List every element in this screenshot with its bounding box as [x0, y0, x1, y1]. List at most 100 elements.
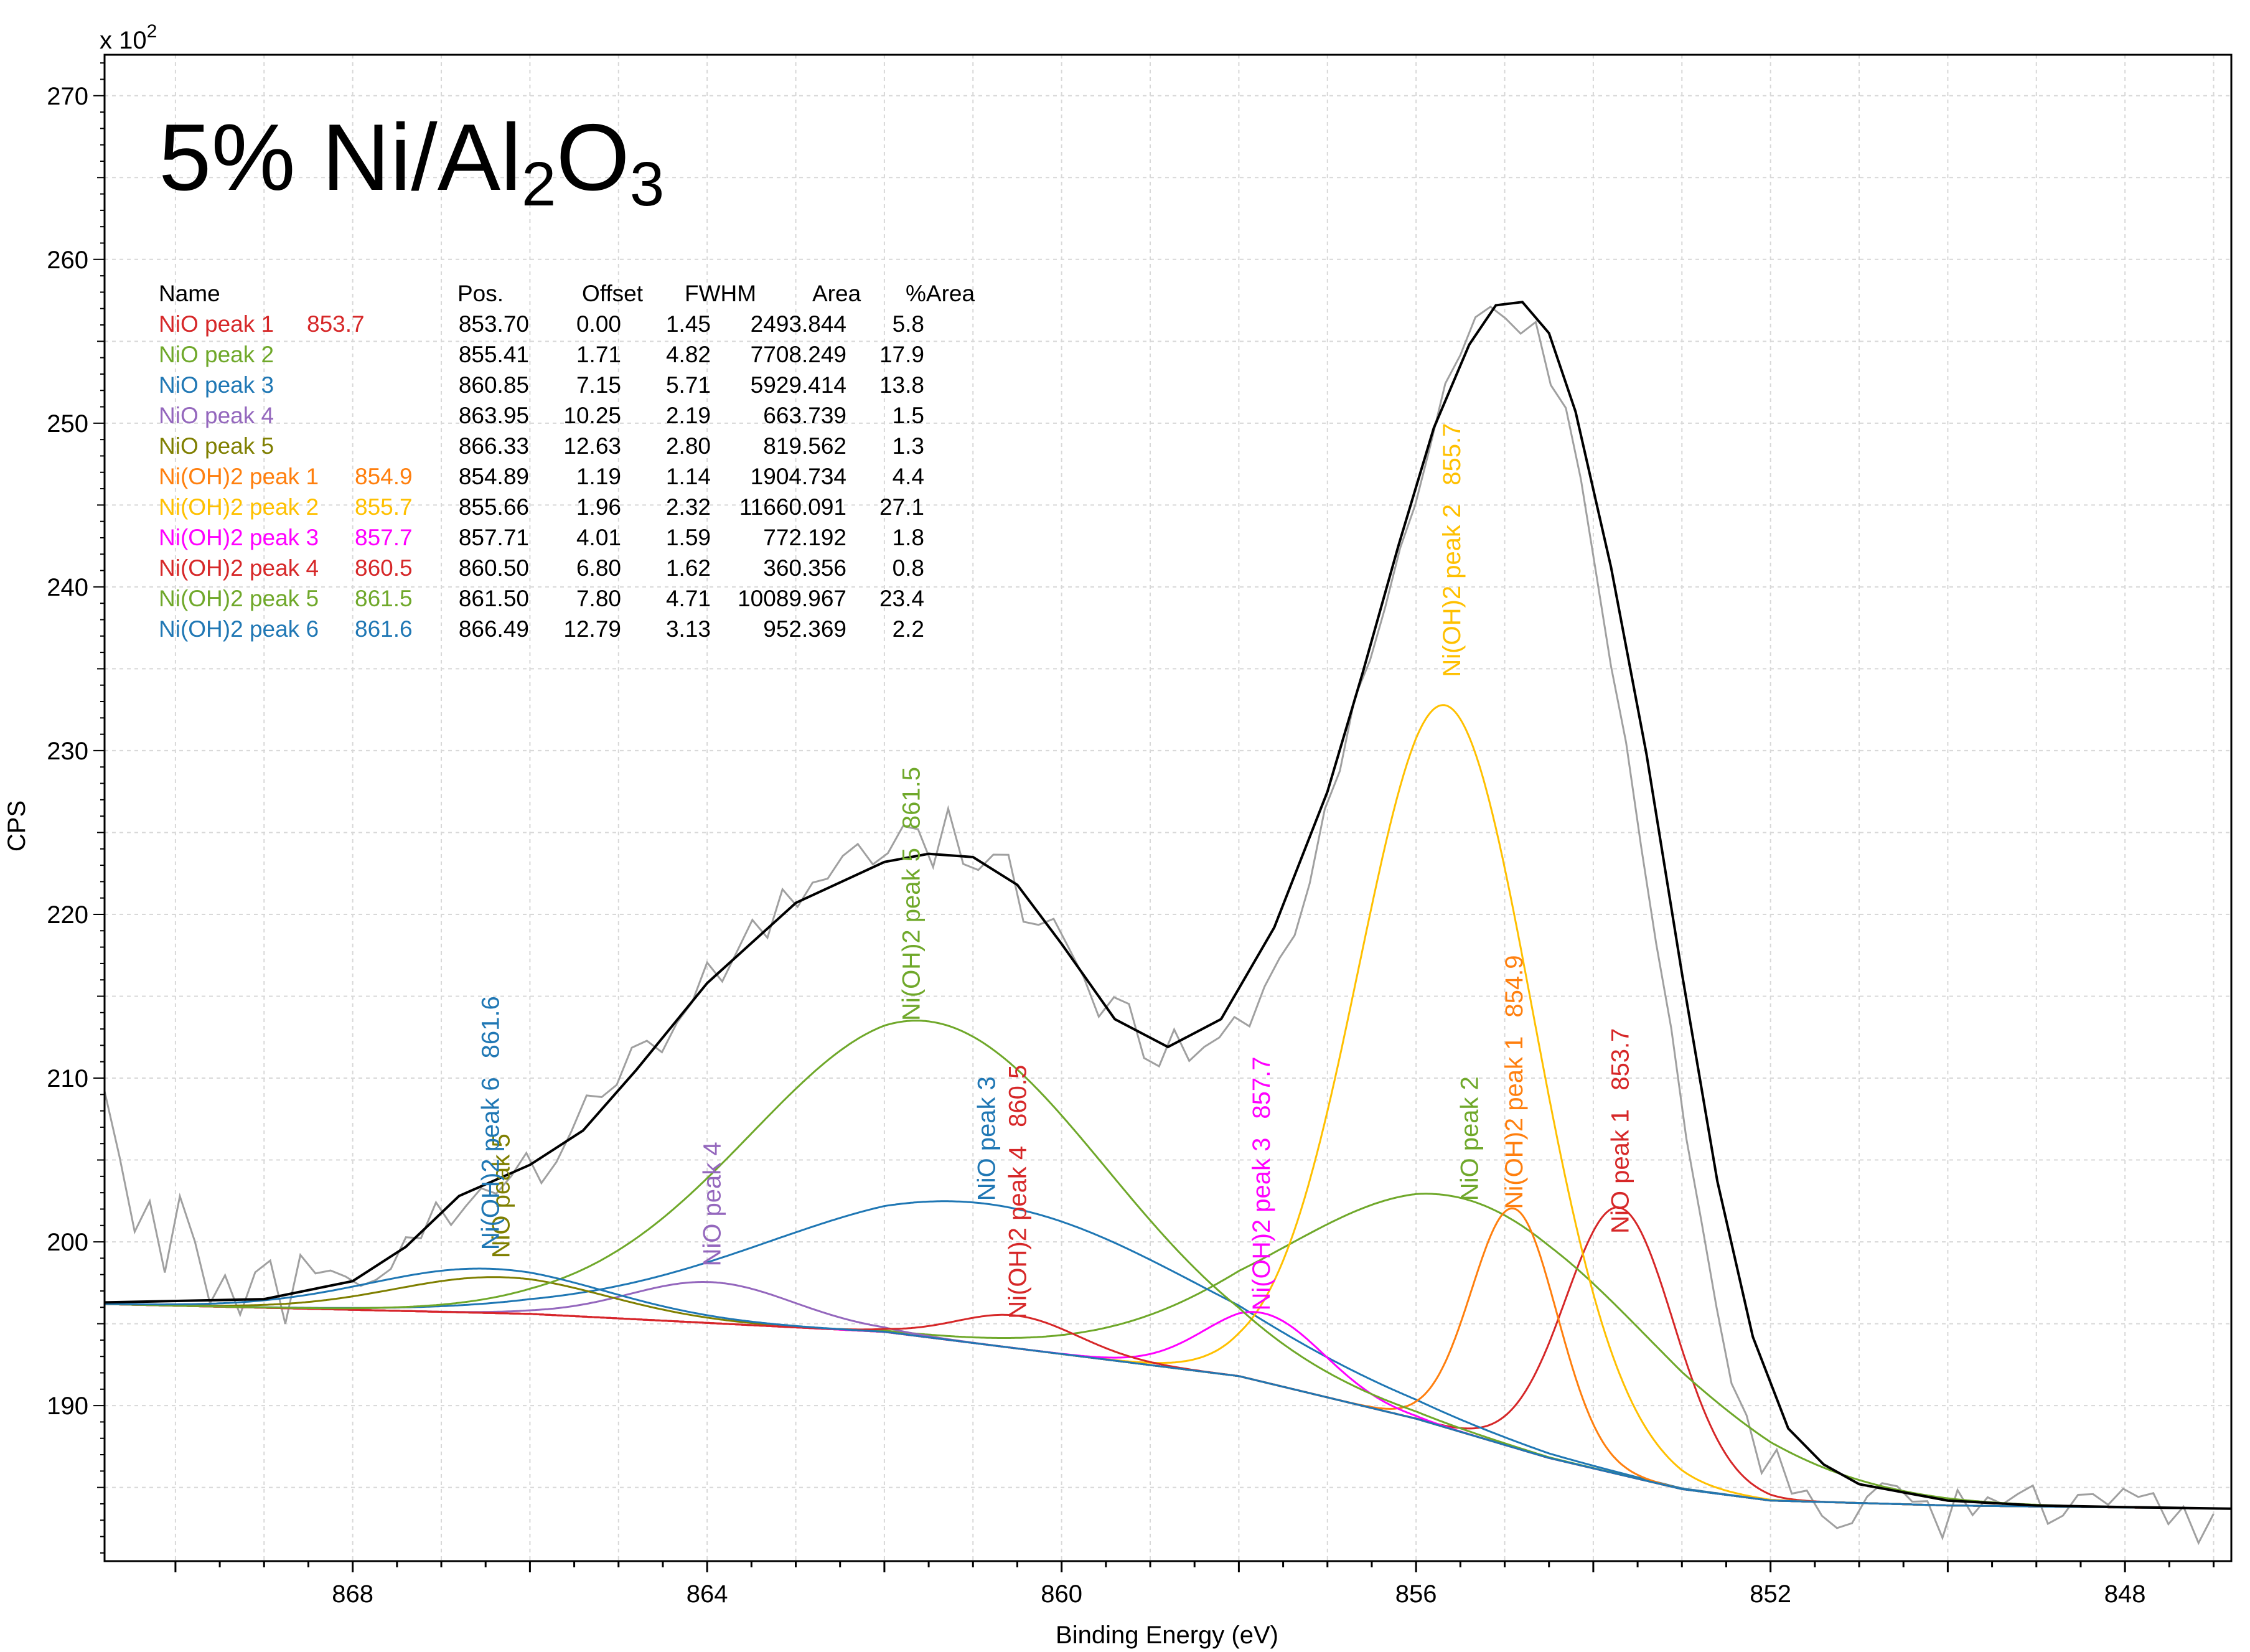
table-row-name: Ni(OH)2 peak 3	[159, 525, 319, 550]
peak-label-value: 857.7	[1248, 1057, 1275, 1119]
y-tick-label: 200	[47, 1229, 88, 1256]
table-row-name: Ni(OH)2 peak 4	[159, 555, 319, 581]
peak-label: Ni(OH)2 peak 5 861.5	[898, 767, 926, 1021]
table-cell: 1.8	[893, 525, 924, 550]
table-cell: 4.4	[893, 464, 924, 489]
table-row-value: 860.5	[355, 555, 413, 581]
table-cell: 3.13	[666, 616, 711, 642]
table-cell: 860.85	[459, 372, 529, 398]
table-cell: 1.3	[893, 433, 924, 459]
x-tick-label: 848	[2104, 1580, 2146, 1608]
peak-label-value: 860.5	[1005, 1065, 1032, 1127]
component-curves	[104, 704, 2232, 1510]
peak-label: NiO peak 2	[1456, 1076, 1484, 1201]
table-row-value: 855.7	[355, 494, 413, 520]
plot-frame	[103, 54, 2233, 1562]
table-cell: 11660.091	[739, 494, 846, 520]
table-cell: 13.8	[879, 372, 924, 398]
y-axis-label: CPS	[3, 800, 30, 852]
table-cell: 1.59	[666, 525, 711, 550]
table-cell: 853.70	[459, 311, 529, 337]
table-row-name: NiO peak 2	[159, 342, 274, 367]
table-cell: 10089.967	[738, 586, 846, 611]
peak-label: NiO peak 4	[698, 1142, 726, 1266]
envelope	[104, 301, 2232, 1510]
table-cell: 854.89	[459, 464, 529, 489]
peak-label-value: 854.9	[1501, 955, 1528, 1018]
peak-label: Ni(OH)2 peak 2 855.7	[1438, 423, 1466, 677]
table-cell: 5929.414	[751, 372, 846, 398]
table-cell: 866.33	[459, 433, 529, 459]
table-cell: 1.19	[576, 464, 621, 489]
table-cell: 2.2	[893, 616, 924, 642]
y-multiplier: x 102	[100, 21, 157, 54]
table-header: Pos.	[457, 281, 504, 306]
x-tick-label: 868	[332, 1580, 373, 1608]
peak-label-name: NiO peak 4	[698, 1142, 726, 1266]
table-cell: 866.49	[459, 616, 529, 642]
table-header: FWHM	[685, 281, 756, 306]
table-cell: 12.79	[563, 616, 621, 642]
table-cell: 27.1	[879, 494, 924, 520]
table-cell: 360.356	[763, 555, 846, 581]
peak-label-name: Ni(OH)2 peak 2	[1438, 504, 1466, 677]
peak-label-name: Ni(OH)2 peak 4	[1005, 1146, 1032, 1319]
table-cell: 2.32	[666, 494, 711, 520]
table-cell: 2.80	[666, 433, 711, 459]
table-row-name: NiO peak 4	[159, 403, 274, 428]
table-cell: 4.82	[666, 342, 711, 367]
x-tick-label: 852	[1750, 1580, 1791, 1608]
envelope-line	[104, 301, 2232, 1510]
table-row-name: Ni(OH)2 peak 5	[159, 586, 319, 611]
table-cell: 0.8	[893, 555, 924, 581]
table-row-name: Ni(OH)2 peak 6	[159, 616, 319, 642]
table-cell: 4.71	[666, 586, 711, 611]
peak-table: Name Pos. Offset FWHM Area %Area NiO peak 1 853…	[159, 281, 975, 642]
table-cell: 1904.734	[751, 464, 846, 489]
peak-label: Ni(OH)2 peak 4 860.5	[1005, 1065, 1032, 1319]
table-cell: 2.19	[666, 403, 711, 428]
table-cell: 7708.249	[751, 342, 846, 367]
table-row-value: 857.7	[355, 525, 413, 550]
y-tick-label: 190	[47, 1392, 88, 1420]
table-row-value: 853.7	[307, 311, 365, 337]
table-row-value: 861.6	[355, 616, 413, 642]
table-cell: 772.192	[763, 525, 846, 550]
y-tick-label: 220	[47, 901, 88, 929]
table-cell: 857.71	[459, 525, 529, 550]
y-tick-label: 250	[47, 410, 88, 438]
peak-label-name: NiO peak 3	[973, 1076, 1001, 1201]
table-cell: 1.71	[576, 342, 621, 367]
x-tick-label: 864	[687, 1580, 728, 1608]
y-tick-label: 270	[47, 83, 88, 110]
table-cell: 7.80	[576, 586, 621, 611]
table-cell: 1.62	[666, 555, 711, 581]
table-cell: 6.80	[576, 555, 621, 581]
table-cell: 7.15	[576, 372, 621, 398]
table-cell: 1.96	[576, 494, 621, 520]
component-curve	[105, 1267, 2231, 1510]
table-header: Name	[159, 281, 220, 306]
y-tick-label: 210	[47, 1065, 88, 1092]
y-tick-label: 260	[47, 246, 88, 274]
table-header: Offset	[582, 281, 644, 306]
table-row-name: NiO peak 3	[159, 372, 274, 398]
peak-labels: NiO peak 1 853.7 NiO peak 2 NiO peak 3 NiO p…	[477, 423, 1634, 1319]
table-cell: 12.63	[563, 433, 621, 459]
table-cell: 2493.844	[751, 311, 846, 337]
peak-label-name: Ni(OH)2 peak 6	[477, 1077, 504, 1250]
x-tick-label: 860	[1041, 1580, 1082, 1608]
raw-data	[103, 305, 2215, 1546]
table-cell: 5.8	[893, 311, 924, 337]
table-cell: 861.50	[459, 586, 529, 611]
peak-label-value: 861.6	[477, 996, 504, 1058]
table-cell: 863.95	[459, 403, 529, 428]
peak-label-value: 853.7	[1607, 1028, 1634, 1091]
y-tick-label: 240	[47, 574, 88, 601]
peak-label-name: Ni(OH)2 peak 1	[1501, 1036, 1528, 1209]
table-row-value: 854.9	[355, 464, 413, 489]
peak-label-name: Ni(OH)2 peak 5	[898, 848, 926, 1021]
table-row-name: Ni(OH)2 peak 1	[159, 464, 319, 489]
table-header: %Area	[906, 281, 975, 306]
peak-label: NiO peak 3	[973, 1076, 1001, 1201]
